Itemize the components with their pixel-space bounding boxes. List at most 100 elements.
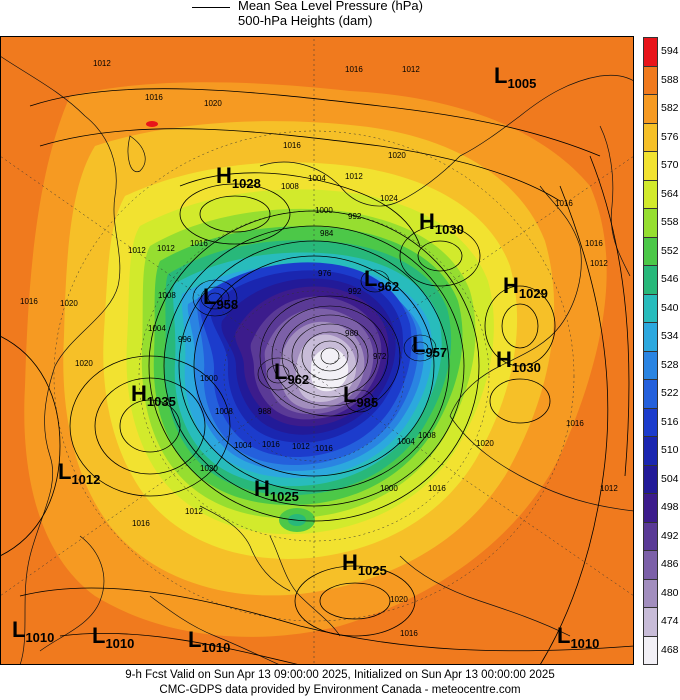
- height-colorbar: 594 588 582 576 570 564 558 552 546 540 534 528 522 5…: [643, 37, 680, 665]
- height-max-594: [146, 121, 158, 127]
- isobar-label: 1016: [400, 629, 418, 638]
- map-legend: Mean Sea Level Pressure (hPa) 500-hPa He…: [190, 0, 490, 36]
- pressure-centers: L1005 H1028 H1030 H1029 H1030 L958 L962 …: [12, 63, 599, 655]
- colorbar-swatch: [643, 578, 658, 608]
- colorbar-swatch: [643, 350, 658, 380]
- colorbar-swatch: [643, 607, 658, 637]
- colorbar-swatch: [643, 407, 658, 437]
- colorbar-swatch: [643, 122, 658, 152]
- graticule: [0, 36, 634, 665]
- colorbar-swatch: [643, 151, 658, 181]
- colorbar-label: 474: [661, 615, 679, 627]
- colorbar-swatch: [643, 436, 658, 466]
- isobar-label: 992: [348, 212, 362, 221]
- pressure-center: L1012: [58, 459, 100, 487]
- isobar-label: 1004: [397, 437, 415, 446]
- colorbar-swatch: [643, 464, 658, 494]
- colorbar-label: 576: [661, 130, 679, 143]
- isobar-label: 1012: [590, 259, 608, 268]
- pressure-center: H1025: [254, 476, 299, 504]
- isobar-label: 1008: [281, 182, 299, 191]
- weather-map: L1005 H1028 H1030 H1029 H1030 L958 L962 …: [0, 36, 634, 665]
- pressure-center: H1035: [131, 381, 176, 409]
- isobar-label: 1000: [380, 484, 398, 493]
- isobar-label: 1004: [148, 324, 166, 333]
- isobar-label: 1016: [585, 239, 603, 248]
- data-credit-caption: CMC-GDPS data provided by Environment Ca…: [159, 684, 521, 696]
- isobar-label: 972: [373, 352, 387, 361]
- pressure-center: L958: [203, 284, 238, 312]
- colorbar-label: 594: [661, 45, 679, 57]
- colorbar-label: 522: [661, 387, 679, 399]
- isobar-label: 1012: [157, 244, 175, 253]
- colorbar-swatch: [643, 635, 658, 665]
- colorbar-swatch: [643, 65, 658, 95]
- pressure-center: H1025: [342, 550, 387, 578]
- isobar-label: 1004: [308, 174, 326, 183]
- pressure-center: L962: [274, 359, 309, 387]
- pressure-center: L1010: [92, 623, 134, 651]
- low-contours: [192, 269, 437, 417]
- colorbar-label: 510: [661, 444, 679, 456]
- colorbar-swatch: [643, 179, 658, 209]
- colorbar-swatch: [643, 550, 658, 580]
- isobar-label: 1000: [200, 374, 218, 383]
- isobar-label: 1016: [428, 484, 446, 493]
- colorbar-label: 546: [661, 273, 679, 285]
- isobar-label: 1012: [128, 246, 146, 255]
- colorbar-label: 582: [661, 102, 679, 114]
- colorbar-label: 564: [661, 187, 679, 200]
- colorbar-label: 498: [661, 501, 679, 513]
- colorbar-swatch: [643, 322, 658, 352]
- isobar-label: 1012: [292, 442, 310, 451]
- isobar-legend-line: [192, 7, 230, 8]
- colorbar-label: 528: [661, 358, 679, 371]
- pressure-center: H1029: [503, 273, 548, 301]
- colorbar-label: 552: [661, 244, 679, 257]
- pressure-center: L1010: [188, 627, 230, 655]
- isobars: [0, 88, 634, 665]
- isobar-label: 996: [178, 335, 192, 344]
- colorbar-swatch: [643, 265, 658, 295]
- pressure-center: L1010: [12, 617, 54, 645]
- isobar-label: 1016: [262, 440, 280, 449]
- colorbar-swatch: [643, 293, 658, 323]
- isobar-label: 1004: [234, 441, 252, 450]
- colorbar-label: 558: [661, 216, 679, 228]
- colorbar-swatch: [643, 493, 658, 523]
- colorbar-label: 486: [661, 558, 679, 570]
- colorbar-swatch: [643, 521, 658, 551]
- forecast-valid-caption: 9-h Fcst Valid on Sun Apr 13 09:00:00 20…: [125, 669, 555, 681]
- colorbar-swatch: [643, 208, 658, 238]
- isobar-label: 1000: [315, 206, 333, 215]
- isobar-label: 1020: [390, 595, 408, 604]
- colorbar-label: 534: [661, 330, 679, 342]
- colorbar-label: 504: [661, 472, 679, 485]
- pressure-center: L985: [343, 382, 378, 410]
- isobar-label: 1020: [204, 99, 222, 108]
- isobar-label: 976: [318, 269, 332, 278]
- mslp-legend-label: Mean Sea Level Pressure (hPa): [238, 0, 423, 13]
- isobar-label: 1016: [315, 444, 333, 453]
- pressure-center: L1005: [494, 63, 536, 91]
- isobar-label: 1008: [158, 291, 176, 300]
- pressure-center: H1030: [419, 209, 464, 237]
- isobar-label: 992: [348, 287, 362, 296]
- isobar-label: 984: [320, 229, 334, 238]
- colorbar-swatch: [643, 236, 658, 266]
- isobar-label: 1024: [380, 194, 398, 203]
- pressure-center: L1010: [557, 623, 599, 651]
- isobar-label: 1016: [20, 297, 38, 306]
- colorbar-label: 480: [661, 586, 679, 599]
- colorbar-swatch: [643, 379, 658, 409]
- pressure-center: L962: [364, 266, 399, 294]
- isobar-label: 1016: [555, 199, 573, 208]
- isobar-label: 988: [258, 407, 272, 416]
- colorbar-label: 570: [661, 159, 679, 171]
- heights-legend-label: 500-hPa Heights (dam): [238, 13, 373, 28]
- colorbar-label: 540: [661, 301, 679, 314]
- isobar-labels: 1012 1016 1020 1016 1012 1016 1020 1008 …: [20, 59, 618, 638]
- isobar-label: 980: [345, 329, 359, 338]
- isobar-label: 1008: [418, 431, 436, 440]
- isobar-label: 1012: [600, 484, 618, 493]
